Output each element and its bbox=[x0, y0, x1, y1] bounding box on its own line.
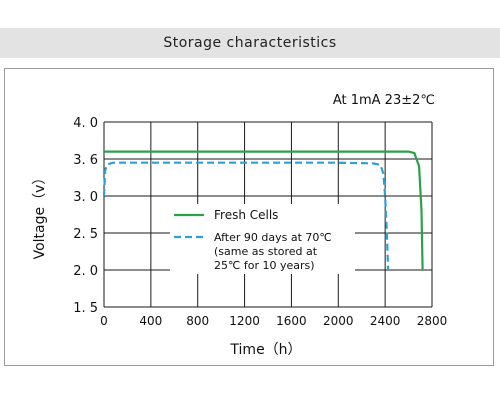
legend-label: After 90 days at 70℃ bbox=[214, 231, 332, 244]
chart-title-bar: Storage characteristics bbox=[0, 28, 500, 58]
x-tick-label: 1600 bbox=[276, 314, 307, 328]
legend-label: 25℃ for 10 years) bbox=[214, 259, 315, 272]
page-title: Storage characteristics bbox=[163, 35, 337, 51]
y-tick-label: 3. 0 bbox=[73, 190, 98, 205]
x-tick-label: 2400 bbox=[370, 314, 401, 328]
x-tick-label: 1200 bbox=[229, 314, 260, 328]
y-tick-label: 3. 6 bbox=[73, 153, 98, 168]
x-tick-label: 2000 bbox=[323, 314, 354, 328]
legend: Fresh Cells After 90 days at 70℃(same as … bbox=[170, 204, 355, 274]
y-tick-label: 1. 5 bbox=[73, 301, 98, 316]
x-tick-label: 2800 bbox=[417, 314, 448, 328]
series-line-fresh-cells bbox=[104, 150, 424, 271]
chart-frame bbox=[4, 68, 494, 366]
legend-label: Fresh Cells bbox=[214, 208, 278, 222]
y-tick-label: 2. 5 bbox=[73, 227, 98, 242]
x-tick-label: 400 bbox=[139, 314, 162, 328]
x-tick-label: 0 bbox=[100, 314, 108, 328]
x-axis-label: Time（h） bbox=[229, 342, 301, 358]
y-tick-label: 4. 0 bbox=[73, 116, 98, 131]
legend-label: (same as stored at bbox=[214, 245, 318, 258]
y-tick-label: 2. 0 bbox=[73, 264, 98, 279]
series-lines bbox=[102, 150, 424, 271]
test-condition: At 1mA 23±2℃ bbox=[333, 93, 435, 108]
x-tick-label: 800 bbox=[186, 314, 209, 328]
y-axis-label: Voltage（v） bbox=[32, 171, 48, 260]
series-line-after-90-days bbox=[102, 161, 390, 271]
tick-labels: 0 400 800 1200 1600 2000 2400 2800 1. 5 2. 0 2. 5 3… bbox=[73, 116, 447, 328]
